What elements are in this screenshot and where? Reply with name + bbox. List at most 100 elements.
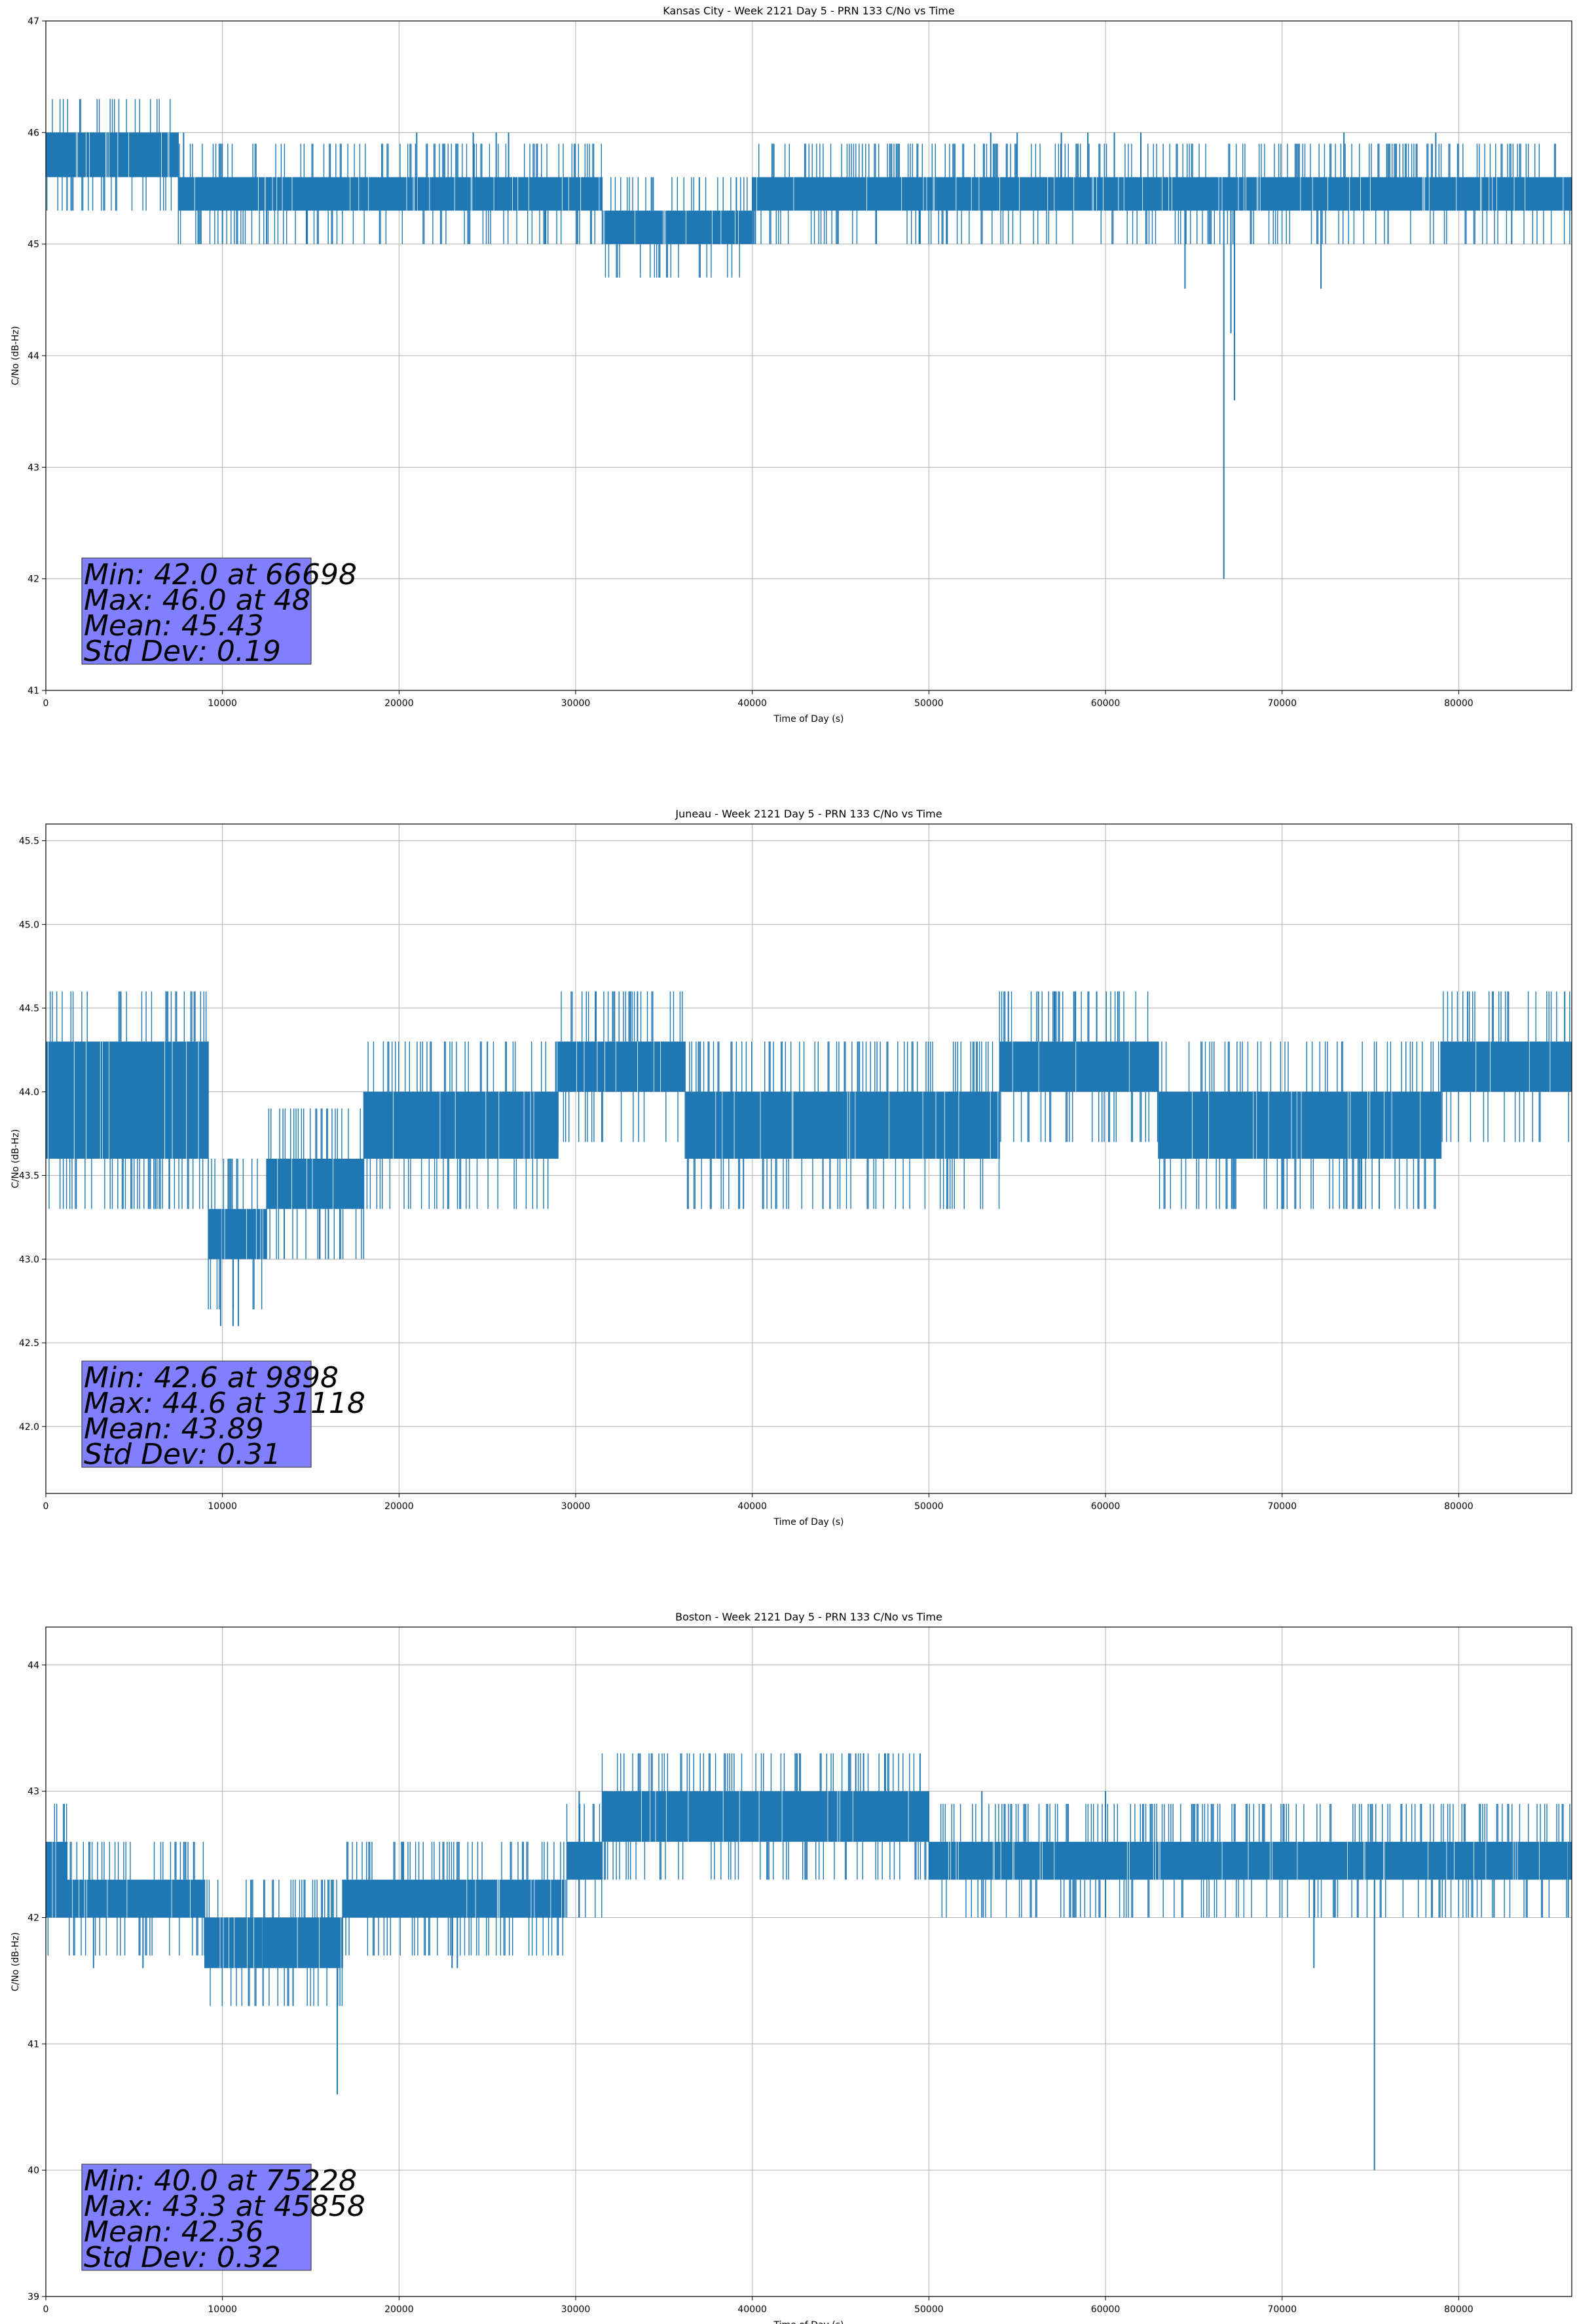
x-axis-label: Time of Day (s) (773, 714, 844, 724)
axes-frame (45, 1626, 1572, 2297)
x-tick-label: 60000 (1091, 2304, 1121, 2315)
x-tick-label: 0 (43, 2304, 49, 2315)
y-tick-label: 40 (28, 2165, 39, 2176)
data-band (310, 177, 541, 211)
y-tick-label: 42 (28, 574, 39, 585)
x-tick-label: 60000 (1091, 1501, 1121, 1512)
chart-panel-2: 0 10000 20000 30000 40000 50000 60000 70000 8000… (10, 808, 1572, 1527)
y-axis-label: C/No (dB-Hz) (10, 326, 21, 385)
data-series (46, 99, 1572, 579)
chart-title: Boston - Week 2121 Day 5 - PRN 133 C/No … (675, 1611, 942, 1623)
stats-line: Max: 44.6 at 31118 (84, 1387, 365, 1420)
y-tick-label: 42.5 (19, 1338, 39, 1349)
stats-line: Min: 40.0 at 75228 (84, 2164, 357, 2198)
y-tick-label: 43 (28, 462, 39, 473)
stats-line: Std Dev: 0.31 (84, 1438, 281, 1471)
data-band (1158, 1091, 1441, 1159)
x-tick-label: 80000 (1444, 2304, 1474, 2315)
x-tick-label: 0 (43, 1501, 49, 1512)
x-tick-label: 50000 (914, 1501, 944, 1512)
y-tick-label: 43.5 (19, 1171, 39, 1182)
stats-line: Mean: 42.36 (84, 2215, 264, 2249)
x-axis-label: Time of Day (s) (773, 2320, 844, 2324)
x-tick-label: 20000 (384, 698, 414, 709)
data-band (363, 1091, 559, 1159)
y-tick-label: 44.0 (19, 1087, 39, 1098)
y-axis-label: C/No (dB-Hz) (10, 1129, 21, 1188)
y-tick-label: 46 (28, 128, 39, 138)
x-tick-label: 40000 (737, 698, 767, 709)
y-tick-label: 39 (28, 2292, 39, 2302)
chart-title: Kansas City - Week 2121 Day 5 - PRN 133 … (663, 5, 954, 17)
x-tick-label: 80000 (1444, 698, 1474, 709)
stats-box-background (81, 2164, 312, 2271)
y-tick-label: 45 (28, 240, 39, 250)
data-series (45, 1753, 1572, 2171)
x-tick-label: 40000 (737, 2304, 767, 2315)
data-band (46, 1041, 209, 1159)
x-tick-label: 10000 (208, 2304, 237, 2315)
y-tick-label: 44 (28, 351, 39, 362)
data-band (540, 177, 603, 211)
x-tick-label: 70000 (1267, 1501, 1297, 1512)
stats-box-background (81, 557, 312, 665)
x-axis-label: Time of Day (s) (773, 1517, 844, 1527)
x-tick-label: 20000 (384, 2304, 414, 2315)
x-tick-label: 30000 (561, 1501, 591, 1512)
stats-line: Max: 43.3 at 45858 (84, 2190, 365, 2223)
y-tick-label: 42 (28, 1913, 39, 1924)
stats-line: Mean: 45.43 (84, 609, 264, 643)
data-band (685, 1091, 1000, 1159)
data-band (46, 1841, 67, 1918)
data-band (999, 1041, 1159, 1092)
x-tick-label: 0 (43, 698, 49, 709)
data-band (208, 1209, 267, 1260)
y-tick-label: 47 (28, 16, 39, 27)
data-band (46, 132, 179, 178)
stats-line: Min: 42.6 at 9898 (84, 1361, 339, 1395)
x-tick-label: 50000 (914, 2304, 944, 2315)
y-tick-label: 43 (28, 1787, 39, 1797)
stats-line: Mean: 43.89 (84, 1412, 264, 1446)
x-tick-label: 70000 (1267, 2304, 1297, 2315)
data-band (204, 1917, 343, 1968)
y-tick-label: 41 (28, 686, 39, 696)
y-tick-label: 43.0 (19, 1254, 39, 1265)
x-tick-label: 10000 (208, 698, 237, 709)
x-tick-label: 60000 (1091, 698, 1121, 709)
data-band (267, 1159, 364, 1209)
data-band (558, 1041, 686, 1092)
axes-frame (45, 823, 1572, 1494)
data-band (343, 1879, 567, 1918)
x-tick-label: 20000 (384, 1501, 414, 1512)
y-axis-label: C/No (dB-Hz) (10, 1932, 21, 1991)
x-tick-label: 30000 (561, 2304, 591, 2315)
stats-box-background (81, 1360, 312, 1468)
stats-line: Min: 42.0 at 66698 (84, 558, 357, 591)
stats-line: Max: 46.0 at 48 (84, 584, 310, 617)
data-band (178, 177, 214, 211)
chart-title: Juneau - Week 2121 Day 5 - PRN 133 C/No … (675, 808, 942, 820)
data-band (602, 210, 752, 244)
stats-line: Std Dev: 0.32 (84, 2241, 281, 2274)
y-tick-label: 41 (28, 2039, 39, 2050)
data-band (67, 1879, 205, 1918)
stats-line: Std Dev: 0.19 (84, 635, 281, 668)
x-tick-label: 70000 (1267, 698, 1297, 709)
y-tick-label: 45.5 (19, 836, 39, 847)
data-band (929, 1841, 1572, 1880)
data-band (566, 1841, 603, 1880)
x-tick-label: 80000 (1444, 1501, 1474, 1512)
y-tick-label: 45.0 (19, 920, 39, 930)
chart-panel-3: 0 10000 20000 30000 40000 50000 60000 70000 8000… (10, 1611, 1572, 2324)
data-band (213, 177, 311, 211)
data-series (46, 991, 1572, 1326)
chart-panel-1: 0 10000 20000 30000 40000 50000 60000 70000 8000… (10, 5, 1572, 724)
y-tick-label: 44 (28, 1660, 39, 1671)
data-band (602, 1791, 929, 1842)
x-tick-label: 30000 (561, 698, 591, 709)
